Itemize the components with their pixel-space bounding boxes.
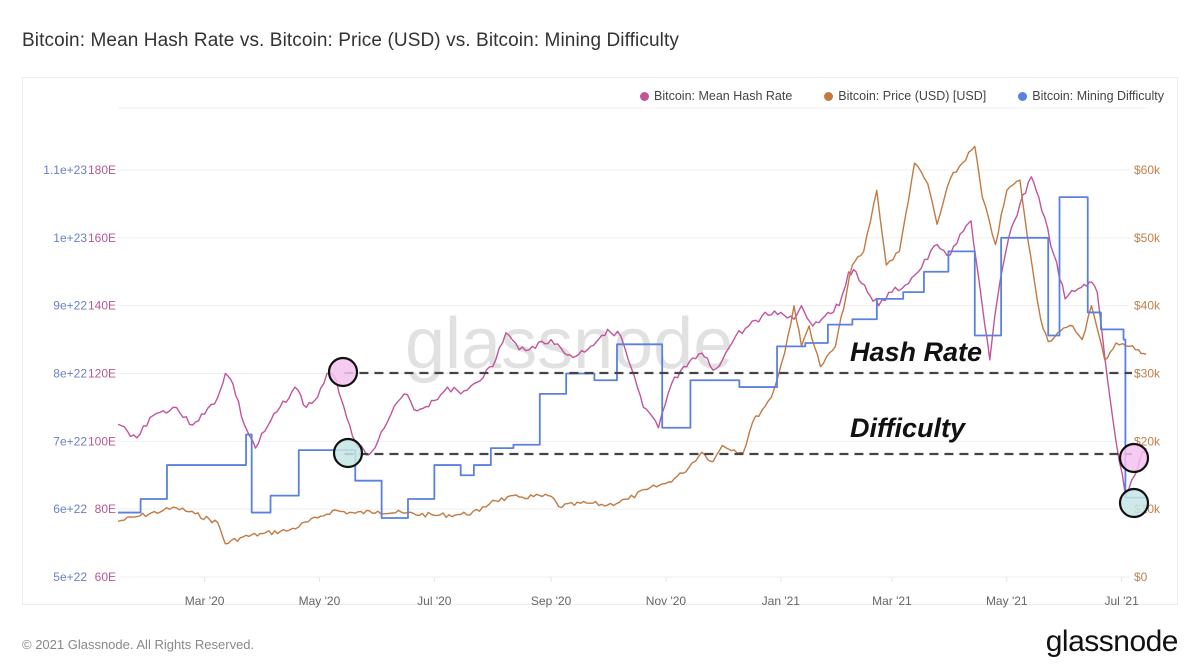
y-tick-label-price: $40k bbox=[1134, 299, 1161, 313]
x-tick-label: Jan '21 bbox=[762, 594, 801, 608]
copyright-footer: © 2021 Glassnode. All Rights Reserved. bbox=[22, 637, 255, 652]
series-line-hash-rate bbox=[117, 176, 1147, 497]
y-tick-label-hash: 140E bbox=[88, 299, 116, 313]
chart-frame bbox=[22, 77, 1178, 605]
legend-item-difficulty[interactable]: Bitcoin: Mining Difficulty bbox=[1018, 89, 1164, 103]
y-tick-label-difficulty: 6e+22 bbox=[53, 502, 87, 516]
annotations bbox=[327, 356, 1150, 519]
circle-marker-hash-rate-jul-2021 bbox=[1118, 442, 1150, 474]
y-tick-label-price: $0 bbox=[1134, 570, 1148, 584]
y-tick-label-difficulty: 1.1e+23 bbox=[43, 163, 87, 177]
y-tick-label-difficulty: 5e+22 bbox=[53, 570, 87, 584]
axes: 5e+2260E$06e+2280E$10k7e+22100E$20k8e+22… bbox=[43, 163, 1161, 608]
x-tick-label: Jul '21 bbox=[1104, 594, 1139, 608]
glassnode-logo: glassnode bbox=[1045, 625, 1179, 658]
legend-dot-icon bbox=[1018, 91, 1028, 101]
legend-dot-icon bbox=[640, 91, 650, 101]
legend-label: Bitcoin: Mining Difficulty bbox=[1032, 89, 1164, 103]
y-tick-label-hash: 120E bbox=[88, 367, 116, 381]
series-line-price bbox=[117, 145, 1147, 545]
x-tick-label: Sep '20 bbox=[531, 594, 572, 608]
legend-dot-icon bbox=[824, 91, 834, 101]
x-tick-label: Jul '20 bbox=[417, 594, 452, 608]
y-tick-label-price: $50k bbox=[1134, 231, 1161, 245]
circle-marker-difficulty-jul-2021 bbox=[1118, 487, 1150, 519]
y-tick-label-hash: 100E bbox=[88, 434, 116, 448]
legend-item-price[interactable]: Bitcoin: Price (USD) [USD] bbox=[824, 89, 986, 103]
legend-label: Bitcoin: Price (USD) [USD] bbox=[838, 89, 987, 103]
circle-marker-difficulty-may-2020 bbox=[332, 437, 364, 469]
y-tick-label-hash: 180E bbox=[88, 163, 116, 177]
y-tick-label-price: $60k bbox=[1134, 163, 1161, 177]
watermark: glassnode bbox=[405, 304, 733, 384]
x-tick-label: Nov '20 bbox=[646, 594, 687, 608]
y-tick-label-difficulty: 9e+22 bbox=[53, 299, 87, 313]
series-line-difficulty bbox=[118, 196, 1147, 519]
y-tick-label-price: $30k bbox=[1134, 367, 1161, 381]
y-tick-label-hash: 60E bbox=[95, 570, 116, 584]
x-tick-label: May '20 bbox=[299, 594, 341, 608]
y-tick-label-difficulty: 1e+23 bbox=[53, 231, 87, 245]
x-tick-label: Mar '21 bbox=[872, 594, 912, 608]
series-group bbox=[117, 145, 1147, 545]
annotation-hash-rate: Hash Rate bbox=[850, 337, 982, 367]
y-tick-label-hash: 80E bbox=[95, 502, 116, 516]
legend: Bitcoin: Mean Hash Rate Bitcoin: Price (… bbox=[640, 89, 1164, 103]
y-tick-label-difficulty: 8e+22 bbox=[53, 367, 87, 381]
y-tick-label-difficulty: 7e+22 bbox=[53, 434, 87, 448]
legend-item-hash-rate[interactable]: Bitcoin: Mean Hash Rate bbox=[640, 89, 792, 103]
circle-marker-hash-rate-may-2020 bbox=[327, 356, 359, 388]
annotation-difficulty: Difficulty bbox=[850, 413, 967, 443]
y-tick-label-hash: 160E bbox=[88, 231, 116, 245]
chart-title: Bitcoin: Mean Hash Rate vs. Bitcoin: Pri… bbox=[22, 30, 679, 51]
legend-label: Bitcoin: Mean Hash Rate bbox=[654, 89, 793, 103]
x-tick-label: Mar '20 bbox=[185, 594, 225, 608]
x-tick-label: May '21 bbox=[986, 594, 1028, 608]
